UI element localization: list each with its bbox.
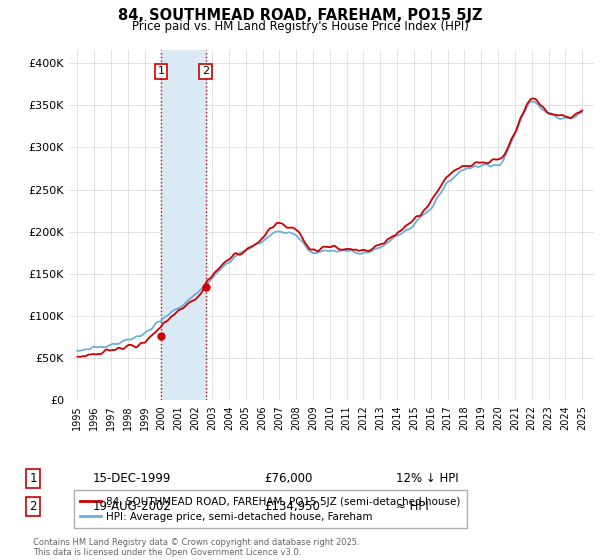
Text: 1: 1 bbox=[157, 67, 164, 77]
Text: £76,000: £76,000 bbox=[264, 472, 313, 486]
Bar bbox=[161, 50, 206, 400]
Text: £134,950: £134,950 bbox=[264, 500, 320, 514]
Text: 19-AUG-2002: 19-AUG-2002 bbox=[93, 500, 172, 514]
Text: 15-DEC-1999: 15-DEC-1999 bbox=[93, 472, 172, 486]
Text: Price paid vs. HM Land Registry's House Price Index (HPI): Price paid vs. HM Land Registry's House … bbox=[131, 20, 469, 32]
Text: Contains HM Land Registry data © Crown copyright and database right 2025.
This d: Contains HM Land Registry data © Crown c… bbox=[33, 538, 359, 557]
Text: 2: 2 bbox=[29, 500, 37, 514]
Text: 84, SOUTHMEAD ROAD, FAREHAM, PO15 5JZ: 84, SOUTHMEAD ROAD, FAREHAM, PO15 5JZ bbox=[118, 8, 482, 24]
Text: 1: 1 bbox=[29, 472, 37, 486]
Text: 2: 2 bbox=[202, 67, 209, 77]
Text: 12% ↓ HPI: 12% ↓ HPI bbox=[396, 472, 458, 486]
Text: ≈ HPI: ≈ HPI bbox=[396, 500, 429, 514]
Legend: 84, SOUTHMEAD ROAD, FAREHAM, PO15 5JZ (semi-detached house), HPI: Average price,: 84, SOUTHMEAD ROAD, FAREHAM, PO15 5JZ (s… bbox=[74, 491, 467, 528]
